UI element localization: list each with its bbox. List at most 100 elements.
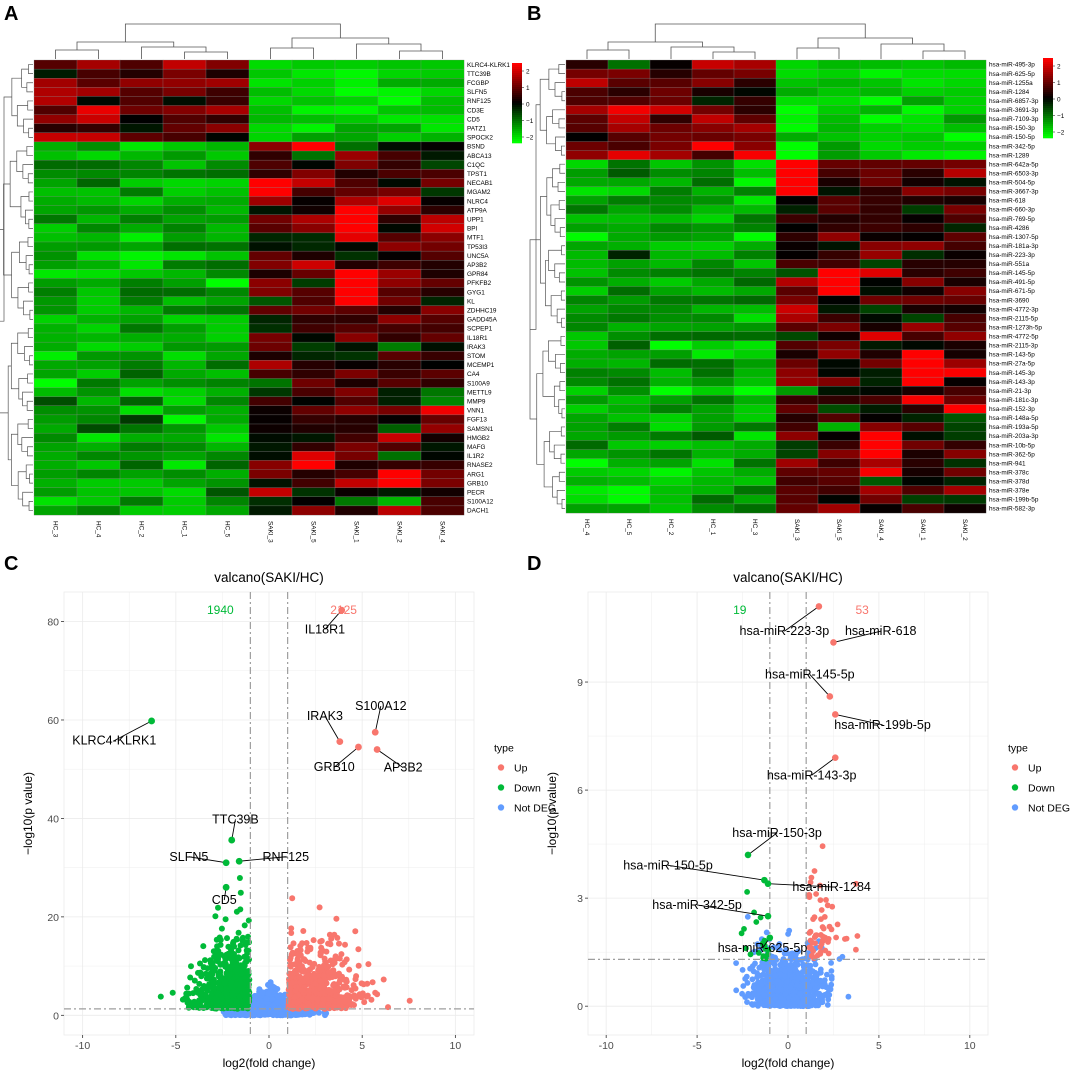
heatmap-cell	[943, 313, 987, 323]
row-labels: hsa-miR-495-3phsa-miR-625-5phsa-miR-1255…	[989, 62, 1042, 513]
heatmap-cell	[33, 314, 78, 325]
heatmap-cell	[119, 78, 164, 88]
heatmap-cell	[901, 404, 945, 414]
heatmap-cell	[859, 458, 903, 468]
heatmap-cell	[377, 451, 422, 461]
row-label: PFKFB2	[467, 280, 492, 287]
data-point	[288, 925, 295, 932]
legend-swatch	[497, 764, 505, 771]
dendro-branch	[23, 118, 33, 134]
color-key-band	[1043, 100, 1053, 103]
heatmap-cell	[775, 413, 819, 423]
heatmap-cell	[901, 87, 945, 97]
heatmap-cell	[775, 386, 819, 396]
dendro-branch	[550, 295, 562, 317]
heatmap-cell	[649, 304, 693, 314]
heatmap-cell	[901, 313, 945, 323]
heatmap-cell	[607, 322, 651, 333]
heatmap-cell	[291, 505, 336, 516]
heatmap-cell	[859, 358, 903, 369]
dendro-branch	[55, 49, 99, 59]
data-point	[306, 987, 313, 994]
heatmap-cell	[859, 177, 903, 188]
heatmap-cell	[119, 442, 164, 452]
heatmap-cell	[248, 178, 293, 188]
row-label: hsa-miR-10b-5p	[989, 442, 1035, 449]
dendro-branch	[21, 437, 33, 452]
heatmap-cell	[377, 78, 422, 88]
data-point	[813, 891, 819, 897]
color-key-band	[512, 89, 522, 92]
heatmap-cell	[76, 378, 121, 388]
heatmap-cell	[775, 431, 819, 441]
data-point	[314, 996, 321, 1003]
labelled-point	[830, 639, 837, 646]
heatmap-cell	[901, 96, 945, 106]
data-point	[817, 977, 824, 984]
data-point	[854, 933, 861, 939]
heatmap-cell	[33, 114, 78, 124]
data-point	[299, 987, 306, 994]
data-point	[218, 994, 225, 1001]
row-label: hsa-miR-145-3p	[989, 370, 1035, 377]
data-point	[335, 972, 342, 979]
heatmap-cell	[205, 432, 250, 443]
data-point	[218, 925, 225, 932]
heatmap-cell	[420, 305, 465, 316]
heatmap-cell	[733, 313, 777, 323]
dendro-branch	[561, 91, 565, 102]
heatmap-cell	[377, 296, 422, 306]
dendro-branch	[18, 378, 28, 400]
heatmap-cell	[334, 105, 379, 115]
data-point	[828, 973, 835, 980]
up-count: 53	[856, 603, 870, 617]
label-leader	[333, 746, 359, 768]
data-point	[274, 999, 281, 1006]
heatmap-cell	[76, 360, 121, 370]
data-point	[270, 1002, 277, 1009]
data-point	[328, 935, 335, 942]
heatmap-cell	[291, 451, 336, 461]
heatmap-cell	[565, 231, 609, 242]
heatmap-cell	[565, 241, 609, 251]
data-point	[806, 944, 813, 951]
heatmap-cell	[733, 159, 777, 169]
heatmap-cell	[607, 395, 651, 405]
heatmap-cell	[817, 59, 861, 70]
heatmap-cell	[377, 260, 422, 270]
dendro-branch	[556, 308, 565, 324]
data-point	[246, 956, 252, 963]
dendro-branch	[29, 473, 33, 484]
heatmap-cell	[733, 286, 777, 296]
heatmap-cell	[76, 150, 121, 161]
row-label: hsa-miR-7109-3p	[989, 116, 1039, 123]
color-key-band	[512, 69, 522, 72]
data-point	[235, 929, 242, 936]
heatmap-cell	[775, 449, 819, 459]
heatmap-cell	[859, 241, 903, 251]
color-key-band	[512, 119, 522, 122]
heatmap-cell	[205, 59, 250, 70]
dendro-branch	[560, 453, 565, 464]
heatmap-cell	[291, 59, 336, 70]
dendro-branch	[548, 68, 559, 90]
heatmap-cell	[691, 87, 735, 97]
heatmap-cell	[33, 241, 78, 252]
heatmap-cell	[205, 460, 250, 470]
row-label: S100A9	[467, 380, 490, 387]
data-point	[238, 980, 245, 987]
row-label: hsa-miR-150-5p	[989, 134, 1035, 141]
heatmap-cell	[119, 223, 164, 234]
color-key-band	[512, 139, 522, 142]
dendro-branch	[27, 173, 33, 184]
heatmap-cell	[943, 277, 987, 287]
data-point	[312, 973, 319, 980]
heatmap-cell	[33, 96, 78, 106]
heatmap-cell	[119, 396, 164, 407]
dendro-root	[654, 23, 866, 42]
plot-title: valcano(SAKI/HC)	[214, 570, 324, 585]
heatmap-cell	[775, 77, 819, 88]
heatmap-cell	[248, 250, 293, 261]
heatmap-cell	[420, 78, 465, 88]
heatmap-cell	[607, 340, 651, 351]
